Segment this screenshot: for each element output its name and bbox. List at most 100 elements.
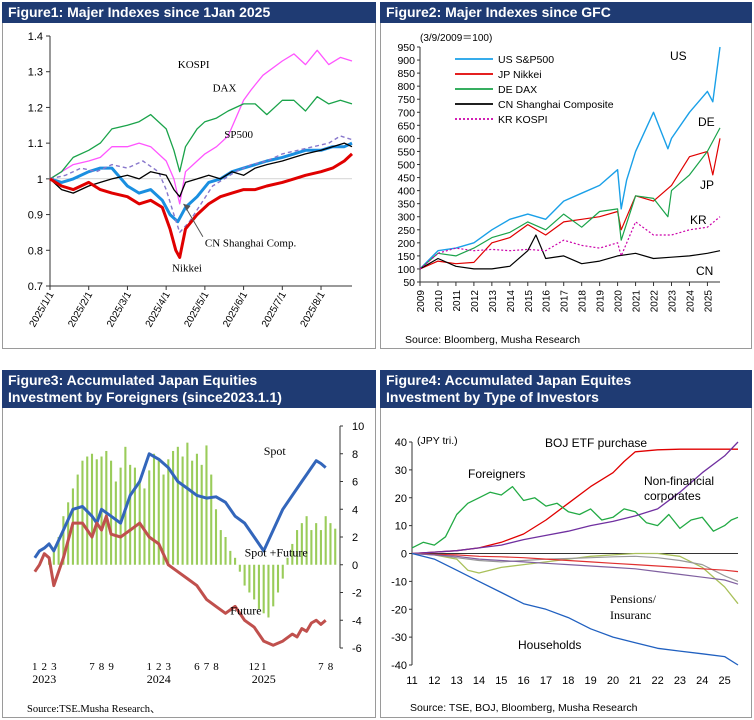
y-axis-label: (JPY tri.) [417, 435, 458, 447]
annotation: Non-financial [644, 474, 714, 488]
x-tick-label: 2016 [542, 290, 553, 313]
y-tick-label: 10 [395, 521, 407, 533]
y-tick-label: 550 [397, 146, 415, 158]
y-tick-label: -30 [391, 632, 407, 644]
x-tick-label: 17 [540, 675, 552, 687]
spot-future-bar [176, 446, 179, 565]
annotation: DAX [213, 82, 237, 94]
series-line-3 [419, 234, 721, 270]
series-line-4 [419, 216, 721, 270]
chart-source: Source: TSE, BOJ, Bloomberg, Musha Resea… [410, 702, 638, 714]
y-tick-label: -6 [352, 643, 362, 655]
series-line-5 [49, 152, 354, 259]
series-line-4 [49, 142, 353, 198]
series-line-7 [411, 552, 739, 666]
spot-future-bar [210, 474, 213, 565]
spot-future-bar [110, 460, 113, 565]
x-tick-label: 19 [585, 675, 597, 687]
x-tick-label: 1 [146, 661, 152, 673]
annotation: Pensions/ [610, 592, 657, 606]
series-line-5 [411, 552, 739, 573]
y-tick-label: 0 [352, 560, 358, 572]
y-tick-label: 800 [397, 81, 415, 93]
series-line-2 [419, 127, 721, 270]
spot-future-bar [186, 442, 189, 565]
y-tick-label: 1.1 [28, 138, 43, 150]
x-tick-label: 24 [696, 675, 708, 687]
spot-future-bar [219, 530, 222, 565]
x-tick-label: 2025/2/1 [66, 290, 95, 330]
y-tick-label: 700 [397, 107, 415, 119]
chart-subtitle: (3/9/2009＝100) [420, 33, 492, 44]
spot-future-bar [334, 528, 337, 565]
legend-label: US S&P500 [498, 54, 554, 66]
x-tick-label: 23 [674, 675, 686, 687]
spot-future-bar [281, 564, 284, 579]
legend-label: JP Nikkei [498, 69, 542, 81]
x-tick-label: 7 [204, 661, 210, 673]
y-tick-label: 40 [395, 437, 407, 449]
annotation: corporates [644, 489, 701, 503]
spot-future-bar [172, 450, 175, 565]
y-tick-label: -4 [352, 615, 362, 627]
y-tick-label: 900 [397, 55, 415, 67]
spot-future-bar [114, 481, 117, 565]
series-line-1 [49, 96, 353, 180]
annotation: Insuranc [610, 608, 651, 622]
x-tick-label: 7 [89, 661, 95, 673]
end-label: JP [700, 178, 714, 192]
x-tick-label: 2 [42, 661, 48, 673]
annotation: SP500 [224, 129, 253, 141]
y-tick-label: 2 [352, 532, 358, 544]
x-tick-label: 2009 [416, 290, 427, 313]
figure2-title: Figure2: Majer Indexes since GFC [380, 2, 752, 23]
spot-future-bar [62, 516, 65, 565]
y-tick-label: 4 [352, 504, 358, 516]
spot-future-bar [329, 523, 332, 565]
series-line-3 [49, 135, 353, 234]
x-tick-label: 7 [318, 661, 324, 673]
spot-future-bar [157, 460, 160, 565]
y-tick-label: -10 [391, 576, 407, 588]
y-tick-label: 10 [352, 421, 364, 433]
y-tick-label: -20 [391, 604, 407, 616]
x-tick-label: 8 [99, 661, 105, 673]
x-tick-label: 2025/3/1 [105, 290, 134, 330]
spot-future-bar [224, 537, 227, 565]
x-tick-label: 2025/8/1 [299, 290, 328, 330]
x-tick-label: 2011 [452, 290, 463, 312]
year-label: 2025 [252, 672, 276, 686]
y-tick-label: 50 [403, 277, 415, 289]
x-tick-label: 2018 [578, 290, 589, 313]
series-line-1 [33, 514, 327, 647]
spot-future-bar [67, 502, 70, 565]
spot-future-bar [162, 474, 165, 565]
x-tick-label: 2020 [614, 290, 625, 313]
y-tick-label: 8 [352, 449, 358, 461]
series-line-4 [411, 552, 739, 582]
spot-future-bar [119, 467, 122, 565]
x-tick-label: 1 [261, 661, 267, 673]
x-tick-label: 2 [156, 661, 162, 673]
x-tick-label: 3 [166, 661, 172, 673]
y-tick-label: 400 [397, 186, 415, 198]
legend-label: KR KOSPI [498, 114, 548, 126]
y-tick-label: 0 [401, 549, 407, 561]
series-line-1 [419, 138, 721, 270]
y-tick-label: 1 [37, 174, 43, 186]
spot-future-bar [262, 564, 265, 614]
x-tick-label: 2017 [560, 290, 571, 313]
y-tick-label: 600 [397, 133, 415, 145]
spot-future-bar [76, 474, 79, 565]
spot-future-bar [243, 564, 246, 586]
annotation: KOSPI [178, 59, 210, 71]
spot-future-bar [319, 530, 322, 565]
x-tick-label: 25 [718, 675, 730, 687]
series-line-6 [411, 552, 739, 585]
y-tick-label: 750 [397, 94, 415, 106]
annotation: Spot [264, 444, 287, 458]
spot-future-bar [191, 460, 194, 565]
spot-future-bar [324, 516, 327, 565]
spot-future-bar [205, 445, 208, 565]
